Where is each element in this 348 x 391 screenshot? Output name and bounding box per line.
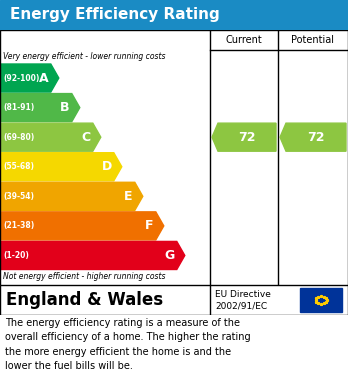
Text: 72: 72 — [238, 131, 256, 143]
Text: (55-68): (55-68) — [3, 162, 34, 171]
Polygon shape — [212, 123, 276, 151]
Text: (1-20): (1-20) — [3, 251, 29, 260]
Polygon shape — [0, 212, 164, 240]
Text: (39-54): (39-54) — [3, 192, 34, 201]
Text: EU Directive: EU Directive — [215, 290, 271, 299]
Polygon shape — [0, 123, 101, 151]
Polygon shape — [0, 241, 185, 269]
Text: (69-80): (69-80) — [3, 133, 34, 142]
Text: G: G — [165, 249, 175, 262]
Text: (21-38): (21-38) — [3, 221, 34, 230]
Bar — [300, 288, 342, 312]
Polygon shape — [0, 153, 122, 181]
Polygon shape — [0, 93, 80, 122]
Polygon shape — [0, 182, 143, 210]
Text: A: A — [39, 72, 49, 84]
Text: England & Wales: England & Wales — [6, 291, 163, 309]
Text: D: D — [102, 160, 112, 173]
Text: Energy Efficiency Rating: Energy Efficiency Rating — [10, 7, 220, 23]
Text: (81-91): (81-91) — [3, 103, 34, 112]
Text: (92-100): (92-100) — [3, 74, 39, 83]
Text: C: C — [82, 131, 91, 143]
Text: The energy efficiency rating is a measure of the
overall efficiency of a home. T: The energy efficiency rating is a measur… — [5, 318, 251, 371]
Text: Potential: Potential — [292, 35, 334, 45]
Text: E: E — [124, 190, 133, 203]
Text: 72: 72 — [307, 131, 325, 143]
Text: 2002/91/EC: 2002/91/EC — [215, 301, 267, 310]
Text: Very energy efficient - lower running costs: Very energy efficient - lower running co… — [3, 52, 166, 61]
Text: Current: Current — [226, 35, 262, 45]
Text: B: B — [60, 101, 70, 114]
Text: F: F — [145, 219, 154, 232]
Polygon shape — [0, 64, 59, 92]
Polygon shape — [280, 123, 346, 151]
Text: Not energy efficient - higher running costs: Not energy efficient - higher running co… — [3, 272, 166, 281]
